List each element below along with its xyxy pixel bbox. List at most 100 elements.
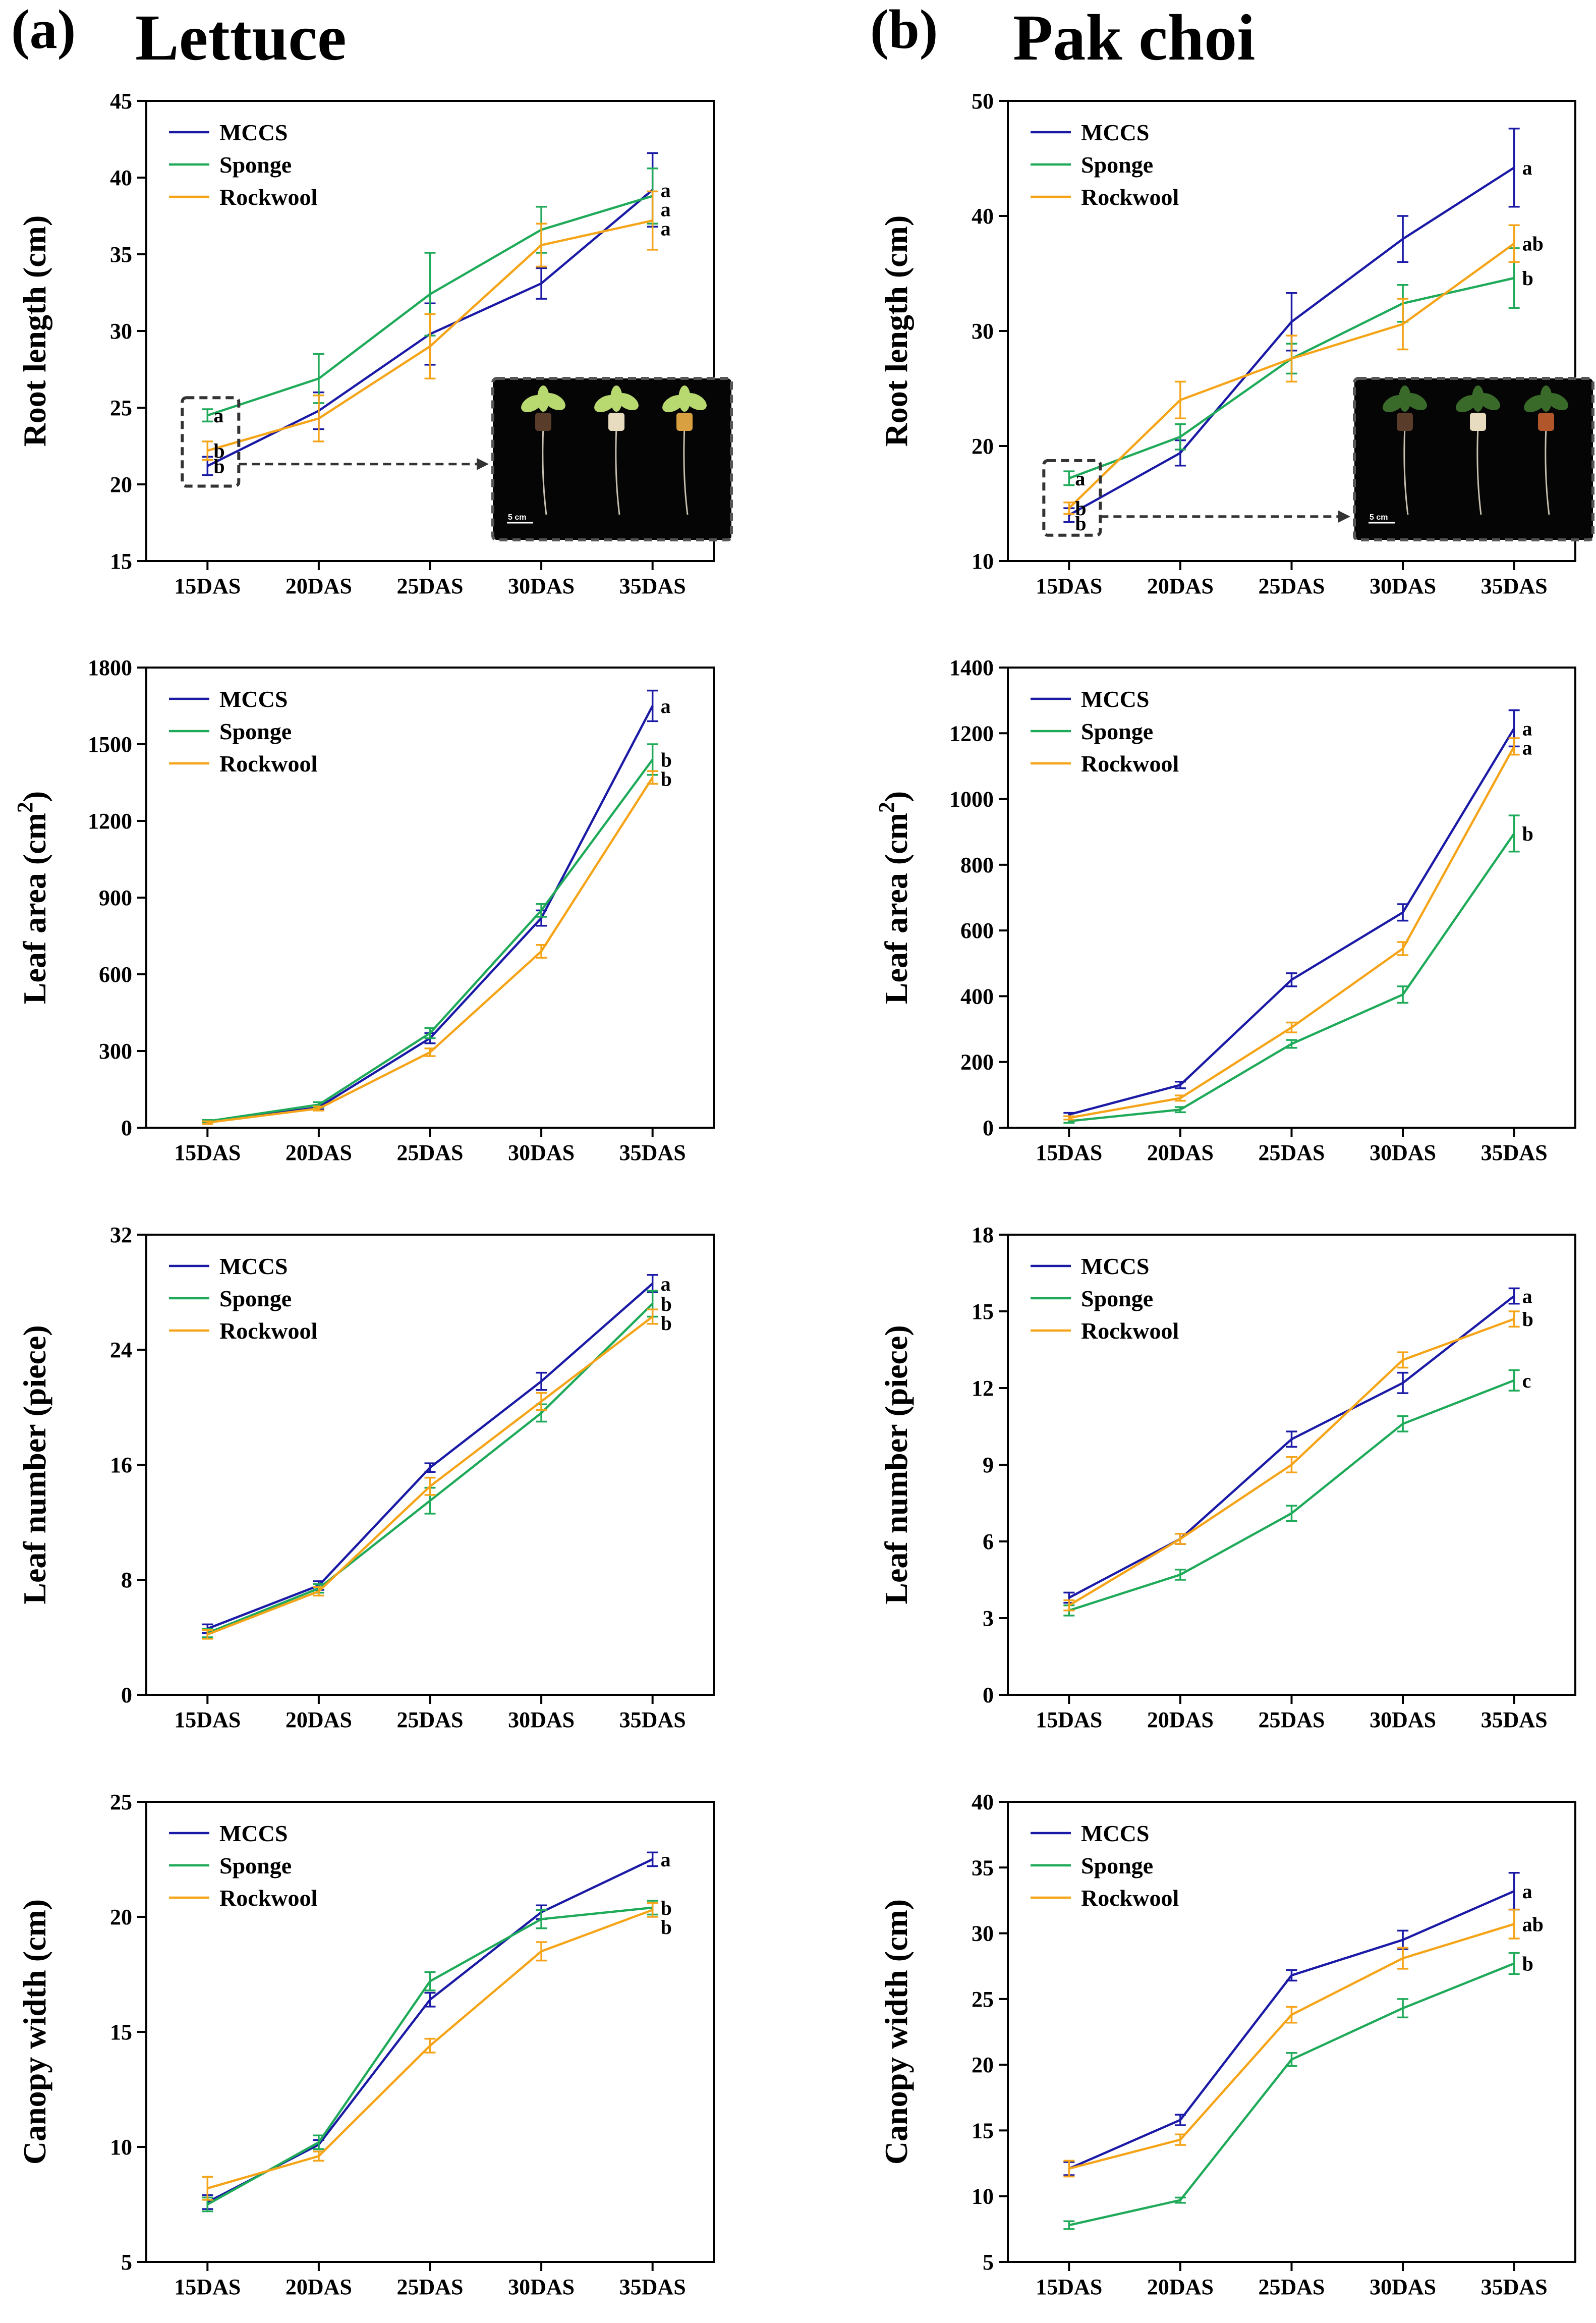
series-line-sponge bbox=[207, 759, 654, 1123]
y-tick-label: 1400 bbox=[949, 655, 994, 680]
y-tick-label: 40 bbox=[972, 1790, 994, 1814]
x-tick-label: 20DAS bbox=[1147, 574, 1214, 598]
y-tick-label: 10 bbox=[972, 2184, 994, 2209]
legend-label-rockwool: Rockwool bbox=[1081, 751, 1179, 777]
significance-label: b bbox=[661, 748, 672, 771]
y-tick-label: 15 bbox=[110, 2020, 132, 2044]
x-tick-label: 20DAS bbox=[1147, 2275, 1214, 2299]
chart-7: 5 10 15 20 25 15DAS 20DAS 25DAS 30DAS 35DAS Canopy… bbox=[17, 1790, 715, 2299]
significance-label: a bbox=[1522, 156, 1532, 179]
legend-label-sponge: Sponge bbox=[1081, 152, 1153, 178]
legend-label-sponge: Sponge bbox=[219, 1853, 292, 1878]
significance-label: b bbox=[1522, 267, 1533, 290]
significance-label: ab bbox=[1522, 233, 1544, 255]
panel-title-pak-choi: Pak choi bbox=[1013, 2, 1255, 74]
x-tick-label: 15DAS bbox=[1036, 2275, 1102, 2299]
start-significance-label: a bbox=[213, 404, 223, 427]
plant-substrate bbox=[1538, 413, 1554, 431]
scale-bar-label: 5 cm bbox=[1370, 513, 1388, 522]
plant-leaf bbox=[1399, 385, 1411, 412]
significance-label: b bbox=[661, 1897, 672, 1919]
legend-label-rockwool: Rockwool bbox=[219, 184, 317, 210]
y-axis-title: Canopy width (cm) bbox=[17, 1899, 52, 2165]
plant-leaf bbox=[537, 385, 549, 412]
inset-arrow-head bbox=[1338, 510, 1350, 523]
legend-label-sponge: Sponge bbox=[219, 718, 292, 744]
significance-label: a bbox=[1522, 737, 1532, 759]
x-tick-label: 30DAS bbox=[508, 1707, 575, 1732]
y-tick-label: 1800 bbox=[88, 655, 132, 680]
x-tick-label: 25DAS bbox=[1258, 1140, 1325, 1165]
legend-label-sponge: Sponge bbox=[1081, 1853, 1153, 1878]
highlight-box bbox=[181, 396, 241, 488]
y-tick-label: 25 bbox=[972, 1987, 994, 2012]
x-tick-label: 25DAS bbox=[396, 1140, 463, 1165]
significance-label: a bbox=[661, 1848, 671, 1871]
plant-root bbox=[1545, 426, 1550, 515]
y-tick-label: 1500 bbox=[88, 732, 132, 757]
chart-1: 15 20 25 30 35 40 45 15DAS 20DAS 25DAS 30DAS 35DAS R… bbox=[17, 89, 733, 598]
legend-label-mccs: MCCS bbox=[1081, 120, 1149, 145]
plant-substrate bbox=[1397, 413, 1413, 431]
y-tick-label: 20 bbox=[110, 1905, 132, 1929]
chart-2: 10 20 30 40 50 15DAS 20DAS 25DAS 30DAS 35DAS Root … bbox=[878, 89, 1594, 598]
x-tick-label: 15DAS bbox=[174, 2275, 241, 2299]
legend-label-mccs: MCCS bbox=[1081, 1253, 1149, 1279]
x-tick-label: 35DAS bbox=[619, 2275, 686, 2299]
significance-label: a bbox=[661, 217, 671, 240]
y-tick-label: 1200 bbox=[949, 721, 994, 746]
legend-label-rockwool: Rockwool bbox=[1081, 1318, 1179, 1344]
y-tick-label: 15 bbox=[972, 1299, 994, 1324]
x-tick-label: 20DAS bbox=[286, 1140, 352, 1165]
plant-leaf bbox=[610, 385, 622, 412]
x-tick-label: 20DAS bbox=[1147, 1140, 1214, 1165]
chart-6: 0 3 6 9 12 15 18 15DAS 20DAS 25DAS 30DAS 35DAS Leaf … bbox=[878, 1223, 1576, 1732]
series-line-mccs bbox=[1068, 1890, 1515, 2170]
plant-leaf bbox=[1540, 385, 1552, 412]
y-tick-label: 15 bbox=[110, 549, 132, 574]
y-tick-label: 10 bbox=[110, 2135, 132, 2160]
inset-arrow-head bbox=[477, 458, 489, 470]
y-tick-label: 800 bbox=[960, 853, 994, 877]
y-tick-label: 0 bbox=[983, 1116, 994, 1140]
y-tick-label: 10 bbox=[972, 549, 994, 574]
start-significance-label: b bbox=[1075, 497, 1086, 520]
y-tick-label: 16 bbox=[110, 1453, 132, 1477]
plant-root bbox=[683, 426, 689, 515]
x-tick-label: 35DAS bbox=[1481, 2275, 1548, 2299]
y-tick-label: 12 bbox=[972, 1376, 994, 1401]
chart-4: 0 200 400 600 800 1000 1200 1400 15DAS 20DAS 25DAS… bbox=[874, 655, 1576, 1165]
series-line-sponge bbox=[1068, 1962, 1515, 2227]
y-axis-title: Leaf number (piece) bbox=[878, 1325, 914, 1604]
chart-8: 5 10 15 20 25 30 35 40 15DAS 20DAS 25DAS 30DAS 35DAS… bbox=[878, 1790, 1576, 2299]
y-tick-label: 25 bbox=[110, 396, 132, 420]
y-tick-label: 45 bbox=[110, 89, 132, 114]
legend-label-sponge: Sponge bbox=[1081, 1286, 1153, 1311]
y-tick-label: 3 bbox=[983, 1606, 994, 1631]
y-tick-label: 300 bbox=[99, 1039, 132, 1064]
y-tick-label: 1000 bbox=[949, 787, 994, 812]
panel-title-lettuce: Lettuce bbox=[135, 2, 347, 74]
scale-bar-label: 5 cm bbox=[508, 513, 526, 522]
start-significance-label: a bbox=[1075, 467, 1085, 490]
chart-3: 0 300 600 900 1200 1500 1800 15DAS 20DAS 25DAS 30D… bbox=[13, 655, 715, 1165]
legend-label-rockwool: Rockwool bbox=[219, 751, 317, 777]
series-line-rockwool bbox=[1068, 1923, 1515, 2170]
significance-label: b bbox=[661, 1916, 672, 1939]
y-tick-label: 600 bbox=[99, 962, 132, 987]
significance-label: a bbox=[1522, 1285, 1532, 1308]
x-tick-label: 30DAS bbox=[508, 1140, 575, 1165]
y-tick-label: 0 bbox=[983, 1683, 994, 1707]
x-tick-label: 30DAS bbox=[1370, 1140, 1436, 1165]
x-tick-label: 15DAS bbox=[1036, 574, 1102, 598]
significance-label: b bbox=[1522, 822, 1533, 845]
x-tick-label: 15DAS bbox=[174, 1140, 241, 1165]
y-axis-title: Canopy width (cm) bbox=[878, 1899, 914, 2165]
y-tick-label: 5 bbox=[983, 2250, 994, 2275]
series-line-mccs bbox=[1068, 728, 1515, 1116]
y-tick-label: 1200 bbox=[88, 809, 132, 834]
legend-label-mccs: MCCS bbox=[219, 1253, 288, 1279]
significance-label: b bbox=[1522, 1953, 1533, 1975]
panel-label-a: (a) bbox=[11, 0, 76, 60]
x-tick-label: 15DAS bbox=[174, 574, 241, 598]
